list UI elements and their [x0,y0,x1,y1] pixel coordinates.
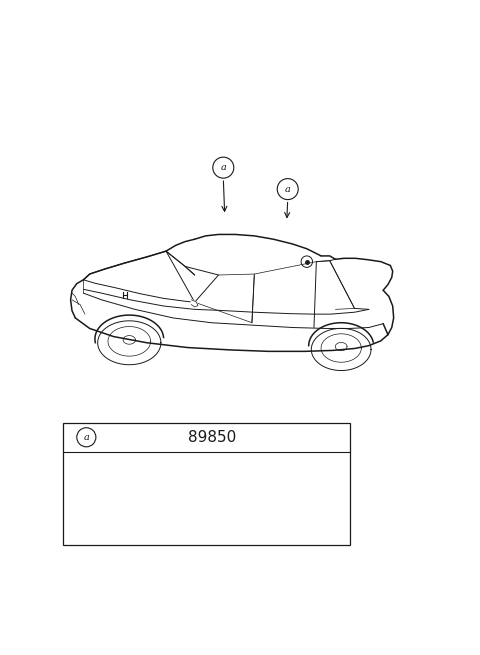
Text: a: a [285,185,291,194]
Bar [63,423,350,545]
Polygon shape [192,300,198,307]
Circle shape [277,179,298,200]
Text: 89850: 89850 [188,430,237,445]
Text: a: a [220,163,226,172]
Circle shape [213,157,234,178]
Circle shape [77,428,96,447]
Text: a: a [84,433,89,441]
